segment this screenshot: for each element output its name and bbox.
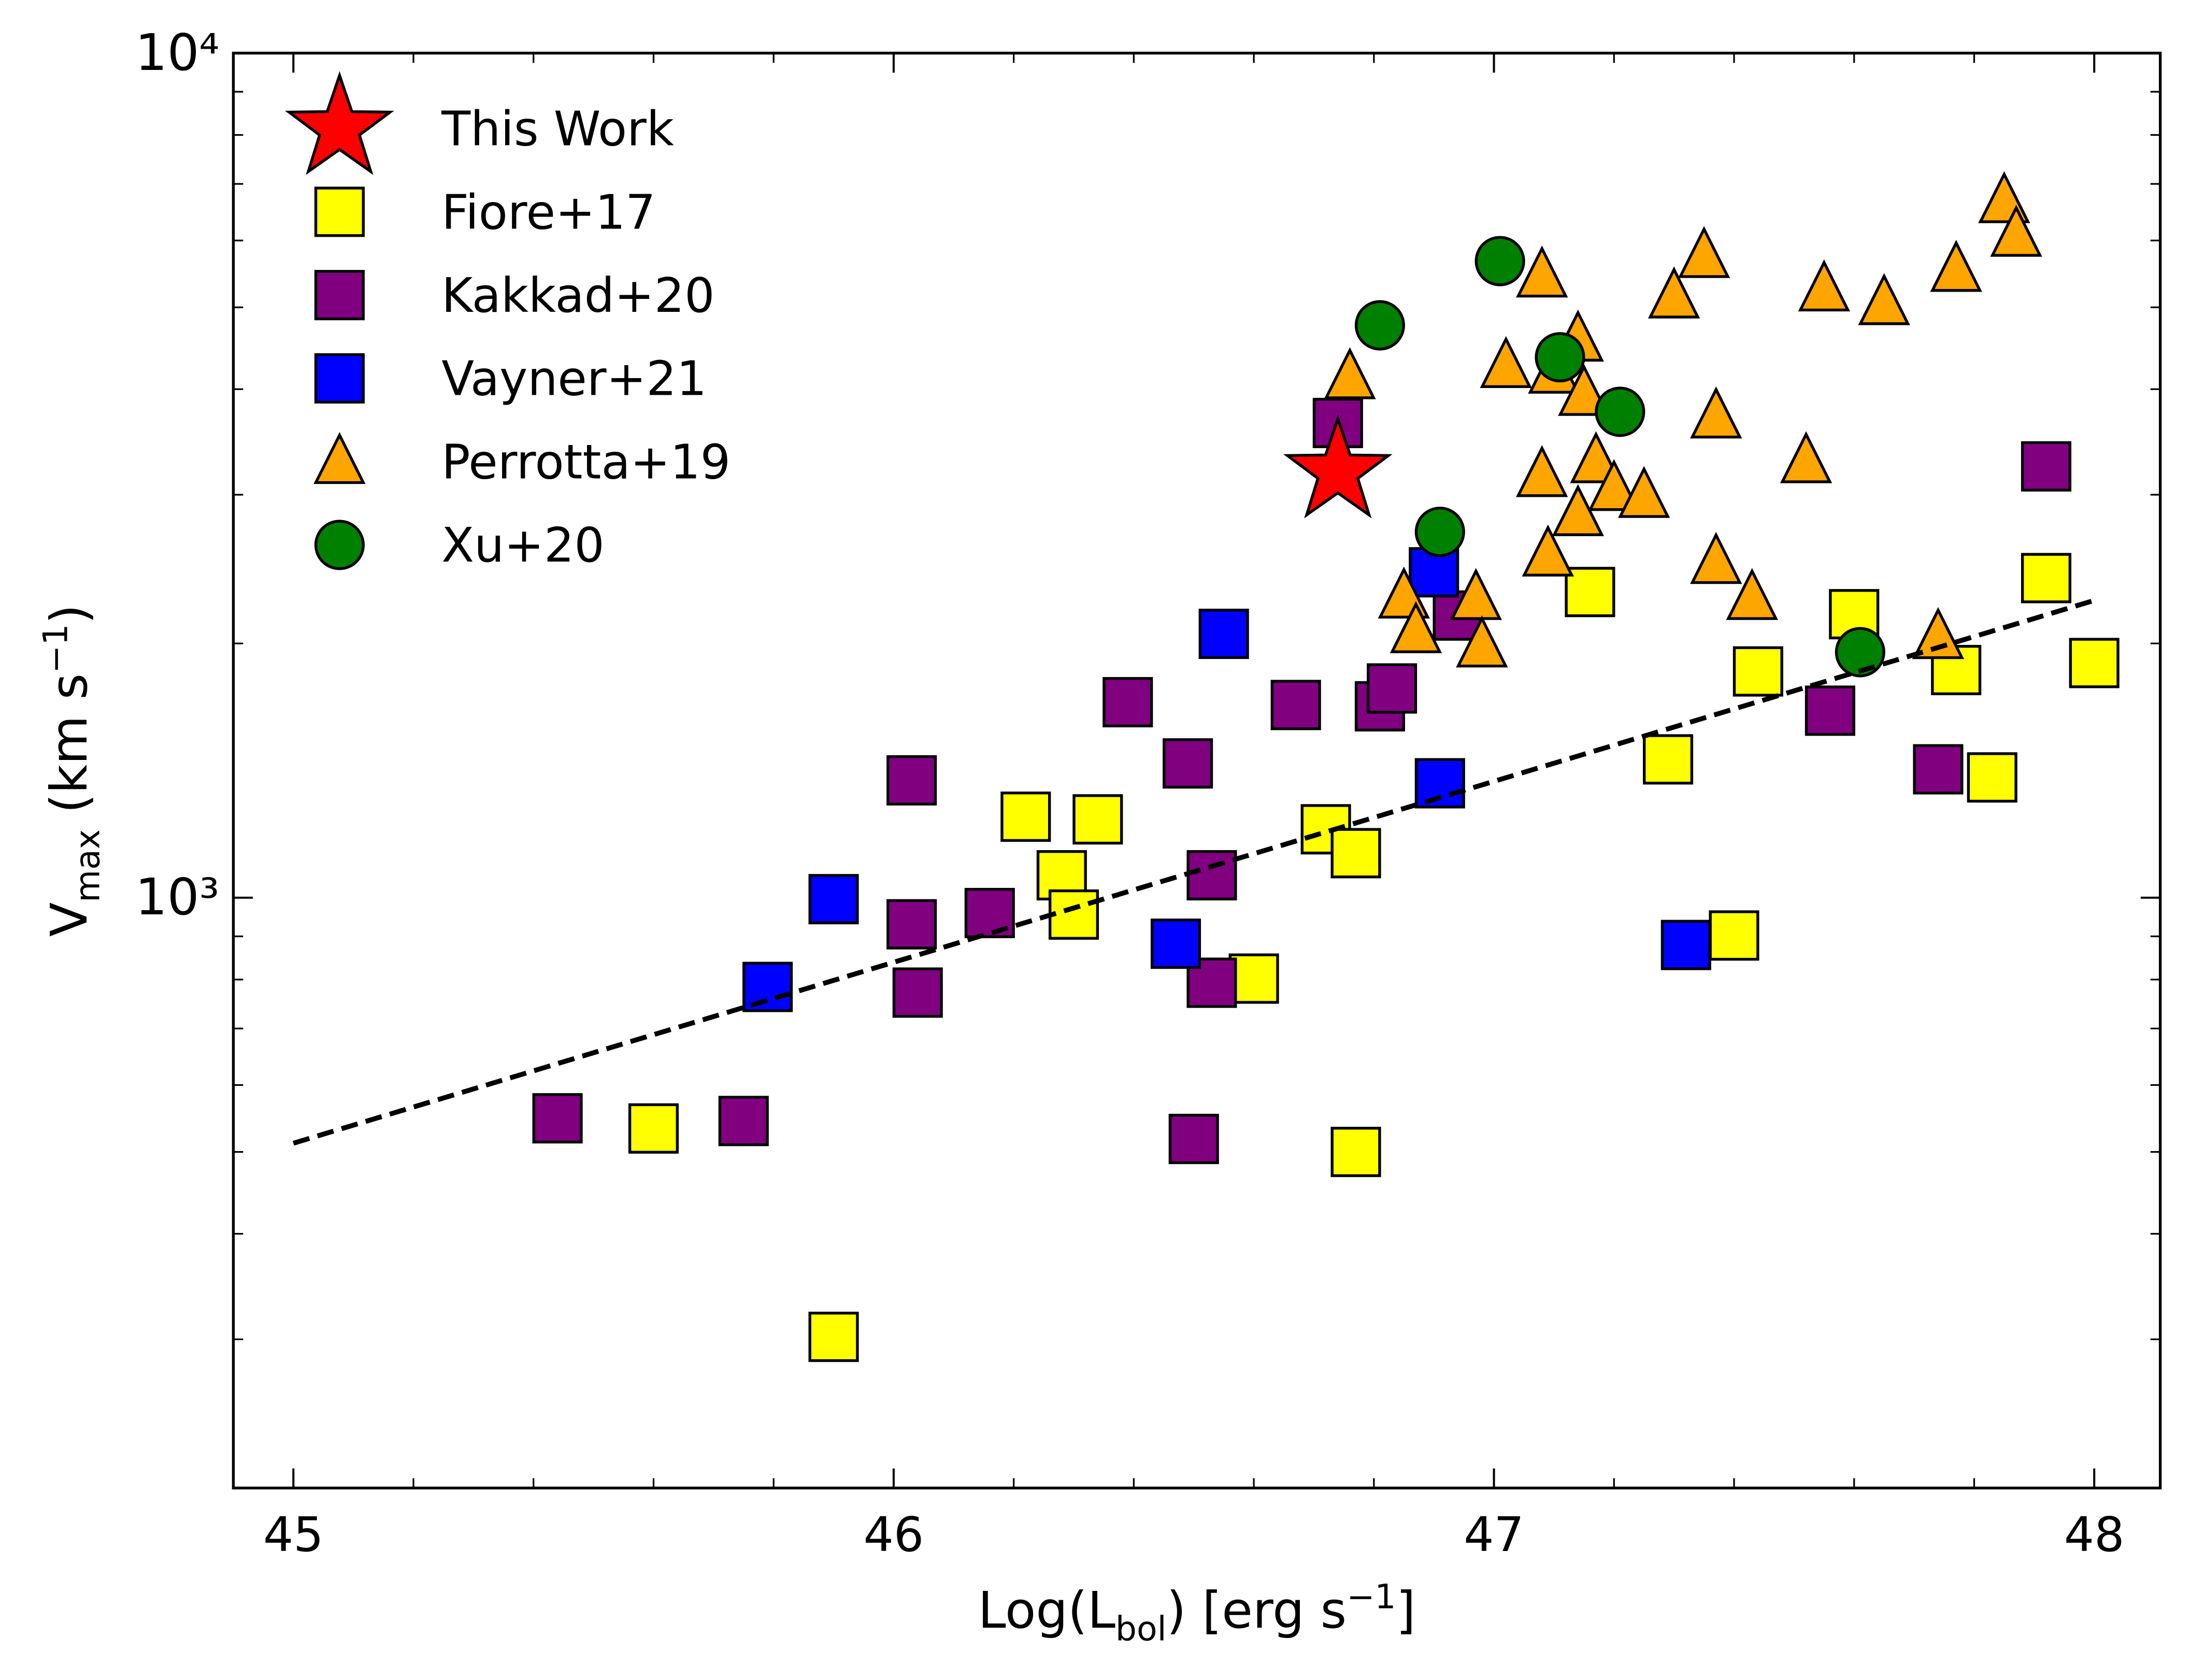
legend-label: This Work xyxy=(441,102,674,157)
legend-marker xyxy=(313,432,366,484)
point xyxy=(1048,889,1099,940)
y-axis-label-part: V xyxy=(40,902,98,937)
point xyxy=(1150,918,1201,969)
x-axis-label-part: ) [erg s xyxy=(1167,1581,1347,1640)
x-axis-label-part: −1 xyxy=(1347,1577,1396,1616)
point xyxy=(1330,828,1381,879)
point xyxy=(886,755,937,806)
point xyxy=(1798,259,1851,312)
point xyxy=(1283,414,1393,519)
plot-frame xyxy=(232,51,2162,1490)
point xyxy=(2021,553,2072,604)
point xyxy=(1456,615,1508,668)
point xyxy=(2069,638,2120,688)
legend-label: Kakkad+20 xyxy=(441,268,714,323)
y-axis-label-part: max xyxy=(68,829,107,902)
point xyxy=(1648,266,1700,319)
point xyxy=(1516,245,1568,298)
point xyxy=(1000,792,1051,842)
legend-marker xyxy=(314,353,365,404)
point xyxy=(1930,239,1982,292)
y-tick-label: 10³ xyxy=(135,868,219,926)
point xyxy=(1414,507,1465,557)
point xyxy=(718,1096,769,1146)
point xyxy=(1522,524,1574,577)
point xyxy=(1660,920,1711,970)
point xyxy=(892,967,943,1018)
point xyxy=(1186,850,1237,901)
point xyxy=(1912,607,1965,659)
point xyxy=(1780,431,1832,483)
legend-marker xyxy=(284,71,394,175)
x-axis-label-part: ] xyxy=(1396,1581,1416,1640)
x-axis-label-part: Log(L xyxy=(978,1581,1115,1640)
point xyxy=(1690,386,1742,439)
point xyxy=(1732,646,1783,697)
point xyxy=(964,887,1015,939)
legend-label: Fiore+17 xyxy=(441,184,655,240)
y-axis-label-part: (km s xyxy=(40,673,98,829)
point xyxy=(1967,752,2017,803)
point xyxy=(1570,431,1622,483)
point xyxy=(1186,957,1237,1008)
point xyxy=(2021,441,2072,492)
x-tick-label: 46 xyxy=(864,1507,924,1562)
point xyxy=(1367,663,1417,714)
point xyxy=(808,1312,859,1362)
point xyxy=(1805,685,1855,736)
x-tick-label: 47 xyxy=(1464,1507,1524,1562)
point xyxy=(1558,364,1610,416)
y-axis-label-part: ) xyxy=(40,605,98,624)
point xyxy=(1595,386,1645,437)
point xyxy=(1835,627,1885,678)
point xyxy=(1480,336,1532,389)
point xyxy=(1990,205,2042,257)
point xyxy=(1516,445,1568,497)
point xyxy=(1450,568,1502,620)
point xyxy=(628,1103,679,1154)
legend-marker xyxy=(314,520,365,570)
point xyxy=(1270,680,1321,730)
point xyxy=(1913,744,1964,795)
legend-label: Xu+20 xyxy=(441,518,604,573)
x-tick-label: 48 xyxy=(2064,1507,2125,1562)
point xyxy=(1474,236,1525,286)
point xyxy=(1565,567,1615,618)
point xyxy=(886,899,937,950)
point xyxy=(1390,601,1442,653)
point xyxy=(532,1093,583,1144)
point xyxy=(1618,466,1670,518)
point xyxy=(1102,677,1153,728)
fit-line xyxy=(292,598,2095,1146)
point xyxy=(1643,734,1694,785)
y-axis-label: Vmax (km s−1) xyxy=(36,605,107,937)
x-axis-label: Log(Lbol) [erg s−1] xyxy=(978,1577,1416,1648)
y-axis-label-part: −1 xyxy=(36,624,75,673)
point xyxy=(1324,347,1376,399)
legend-marker xyxy=(314,186,365,237)
point xyxy=(1228,953,1279,1004)
point xyxy=(808,874,859,925)
legend-label: Vayner+21 xyxy=(441,351,707,407)
point xyxy=(1690,532,1742,584)
point xyxy=(1726,568,1778,620)
point xyxy=(1535,332,1585,383)
point xyxy=(1678,226,1730,278)
point xyxy=(1588,459,1640,511)
legend-label: Perrotta+19 xyxy=(441,434,731,490)
point xyxy=(1198,609,1249,659)
point xyxy=(1072,794,1123,845)
legend-marker xyxy=(314,270,365,321)
point xyxy=(1354,300,1405,351)
x-tick-label: 45 xyxy=(263,1507,324,1562)
point xyxy=(1858,273,1910,325)
point xyxy=(1330,1127,1381,1178)
point xyxy=(1709,910,1759,961)
y-tick-label: 10⁴ xyxy=(135,23,219,82)
x-axis-label-part: bol xyxy=(1115,1610,1167,1648)
point xyxy=(1163,738,1213,789)
point xyxy=(1168,1114,1219,1165)
